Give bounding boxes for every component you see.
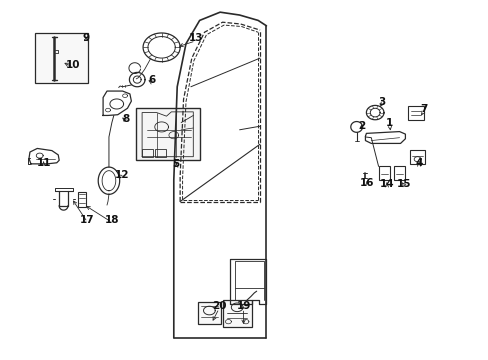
Text: 10: 10: [65, 59, 80, 69]
Bar: [136, 108, 199, 160]
Text: 16: 16: [359, 178, 374, 188]
Bar: [409, 150, 424, 164]
Text: 8: 8: [122, 114, 130, 124]
Text: 3: 3: [378, 97, 385, 107]
Bar: [78, 192, 85, 207]
Text: 20: 20: [211, 301, 226, 311]
Text: 11: 11: [36, 158, 51, 168]
Bar: [198, 302, 220, 324]
Text: 7: 7: [419, 104, 427, 114]
Text: 18: 18: [104, 215, 119, 225]
Bar: [35, 33, 88, 83]
Text: 15: 15: [396, 179, 411, 189]
Text: 2: 2: [357, 121, 365, 131]
Bar: [378, 166, 389, 180]
Bar: [222, 300, 251, 327]
Text: 14: 14: [379, 179, 393, 189]
Text: 1: 1: [386, 118, 393, 128]
Text: 17: 17: [80, 215, 95, 225]
Text: 5: 5: [172, 159, 180, 169]
Bar: [142, 149, 153, 157]
Bar: [393, 166, 405, 180]
Text: 12: 12: [114, 170, 129, 180]
Bar: [155, 149, 165, 157]
Text: 19: 19: [236, 301, 250, 311]
Text: 4: 4: [414, 158, 422, 168]
Text: 6: 6: [148, 75, 155, 85]
Text: 13: 13: [188, 33, 203, 43]
Bar: [407, 106, 423, 120]
Text: 9: 9: [82, 33, 89, 43]
